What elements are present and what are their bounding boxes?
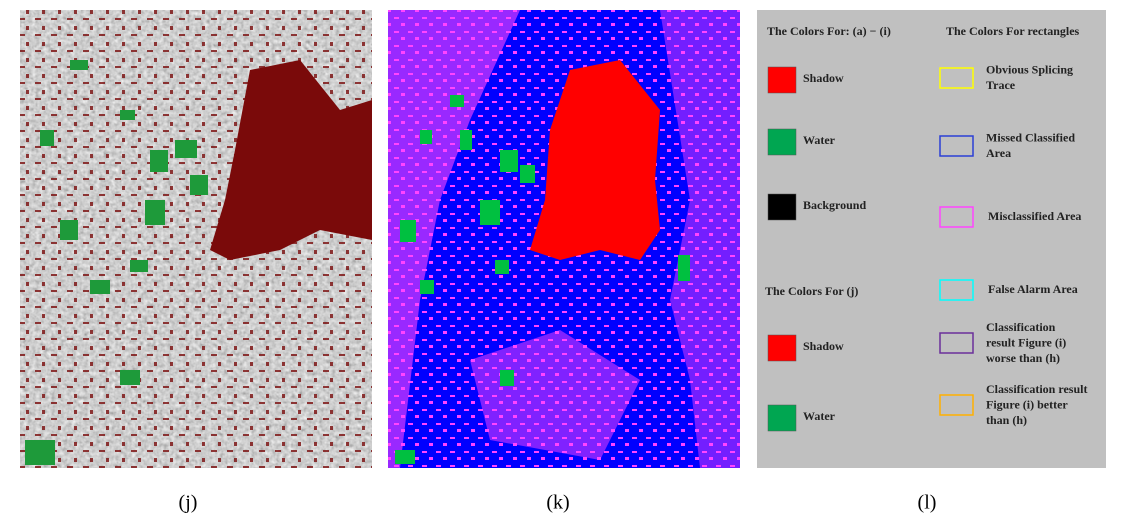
legend-label: Water bbox=[803, 409, 836, 423]
legend-label: result Figure (i) bbox=[986, 335, 1066, 349]
caption: (k) bbox=[546, 492, 569, 514]
legend-panel bbox=[757, 10, 1106, 468]
legend-label: Shadow bbox=[803, 339, 844, 353]
panel-k-image bbox=[388, 10, 740, 468]
legend-title: The Colors For (j) bbox=[765, 284, 858, 298]
rect-swatch bbox=[939, 206, 974, 228]
legend-label: Trace bbox=[986, 78, 1016, 92]
legend-label: Misclassified Area bbox=[988, 209, 1081, 223]
legend-label: Missed Classified bbox=[986, 130, 1075, 144]
rect-swatch bbox=[939, 332, 974, 354]
rect-swatch bbox=[939, 394, 974, 416]
rect-swatch bbox=[939, 279, 974, 301]
legend-title: The Colors For: (a) − (i) bbox=[767, 24, 891, 38]
rect-swatch bbox=[939, 67, 974, 89]
legend-label: Obvious Splicing bbox=[986, 62, 1073, 76]
color-swatch bbox=[767, 334, 797, 362]
caption: (l) bbox=[918, 492, 937, 514]
legend-label: Water bbox=[803, 133, 836, 147]
legend-label: Classification bbox=[986, 320, 1056, 334]
legend-label: worse than (h) bbox=[986, 351, 1060, 365]
legend-label: Shadow bbox=[803, 71, 844, 85]
legend-label: False Alarm Area bbox=[988, 282, 1078, 296]
legend-label: Classification result bbox=[986, 382, 1087, 396]
caption: (j) bbox=[179, 492, 198, 514]
legend-label: Figure (i) better bbox=[986, 397, 1068, 411]
color-swatch bbox=[767, 66, 797, 94]
color-swatch bbox=[767, 128, 797, 156]
legend-label: Background bbox=[803, 198, 866, 212]
color-swatch bbox=[767, 404, 797, 432]
legend-label: Area bbox=[986, 146, 1011, 160]
panel-j-image bbox=[20, 10, 372, 468]
legend-title: The Colors For rectangles bbox=[946, 24, 1080, 38]
rect-swatch bbox=[939, 135, 974, 157]
legend-label: than (h) bbox=[986, 413, 1027, 427]
color-swatch bbox=[767, 193, 797, 221]
